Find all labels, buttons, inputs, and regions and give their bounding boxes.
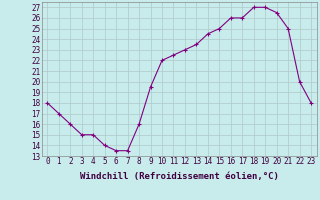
X-axis label: Windchill (Refroidissement éolien,°C): Windchill (Refroidissement éolien,°C) [80, 172, 279, 181]
